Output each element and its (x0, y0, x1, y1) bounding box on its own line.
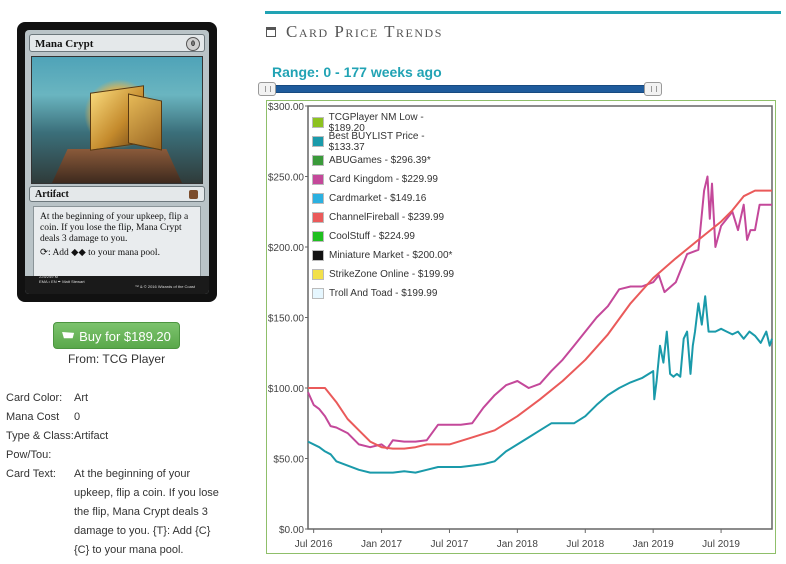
info-row: Mana Cost 0 (6, 408, 224, 427)
legend-item[interactable]: Cardmarket - $149.16 (312, 189, 458, 208)
card-copyright: ™ & © 2016 Wizards of the Coast (134, 284, 195, 289)
legend-swatch (312, 231, 324, 242)
range-slider-track[interactable] (258, 85, 662, 93)
set-symbol-icon (189, 190, 198, 199)
legend-swatch (312, 136, 324, 147)
card-rules-text: At the beginning of your upkeep, flip a … (40, 212, 189, 244)
legend-item[interactable]: ChannelFireball - $239.99 (312, 208, 458, 227)
y-tick-label: $150.00 (268, 314, 305, 325)
info-row: Card Text: At the beginning of your upke… (6, 465, 224, 560)
card-type-bar: Artifact (29, 186, 205, 202)
y-tick-label: $250.00 (268, 173, 305, 184)
legend-label: Troll And Toad - $199.99 (329, 288, 438, 299)
card-image[interactable]: Mana Crypt 0 Artifact At the beginning o… (17, 22, 217, 302)
x-tick-label: Jan 2017 (361, 539, 403, 550)
info-label: Mana Cost (6, 411, 60, 423)
legend-label: Cardmarket - $149.16 (329, 193, 427, 204)
info-value: Art (74, 392, 89, 404)
info-row: Type & Class: Artifact (6, 427, 224, 446)
legend-item[interactable]: Miniature Market - $200.00* (312, 246, 458, 265)
y-tick-label: $100.00 (268, 384, 305, 395)
legend-item[interactable]: StrikeZone Online - $199.99 (312, 265, 458, 284)
range-slider[interactable] (258, 82, 662, 96)
card-collector-number: 225/249 M (39, 274, 58, 279)
section-header: Card Price Trends (266, 22, 443, 42)
buy-button-label: Buy for $189.20 (79, 329, 171, 344)
x-tick-label: Jan 2019 (633, 539, 675, 550)
legend-label: Best BUYLIST Price - $133.37 (328, 130, 425, 153)
legend-label: Miniature Market - $200.00* (329, 250, 453, 261)
info-label: Type & Class: (6, 430, 74, 442)
card-text-box: At the beginning of your upkeep, flip a … (33, 206, 201, 284)
legend-label: Card Kingdom - $229.99 (329, 174, 438, 185)
legend-item[interactable]: TCGPlayer NM Low - $189.20 (312, 111, 458, 134)
legend-swatch (312, 117, 324, 128)
info-value (74, 446, 224, 465)
legend-swatch (312, 212, 324, 223)
card-mana-ability: ⟳: Add ◆◆ to your mana pool. (40, 248, 160, 258)
info-label: Pow/Tou: (6, 449, 52, 461)
legend-item[interactable]: Troll And Toad - $199.99 (312, 284, 458, 303)
legend-swatch (312, 193, 324, 204)
info-value: 0 (74, 411, 81, 423)
card-frame: Mana Crypt 0 Artifact At the beginning o… (25, 30, 209, 294)
legend-item[interactable]: Best BUYLIST Price - $133.37 (312, 130, 458, 153)
section-title: Card Price Trends (286, 22, 443, 41)
card-collector-info: 225/249 M EMA • EN ✒ Matt Stewart (39, 274, 85, 284)
card-art (31, 56, 203, 184)
card-name: Mana Crypt (35, 38, 94, 50)
legend-swatch (312, 269, 324, 280)
x-tick-label: Jan 2018 (497, 539, 539, 550)
y-tick-label: $0.00 (279, 525, 304, 536)
x-tick-label: Jul 2018 (566, 539, 604, 550)
calendar-icon (266, 27, 276, 37)
legend-label: ChannelFireball - $239.99 (329, 212, 445, 223)
info-label: Card Text: (6, 468, 56, 480)
chart-legend: TCGPlayer NM Low - $189.20 Best BUYLIST P… (312, 111, 458, 305)
legend-label: StrikeZone Online - $199.99 (329, 269, 455, 280)
card-info-table: Card Color: Art Mana Cost 0 Type & Class… (6, 389, 224, 560)
legend-label: ABUGames - $296.39* (329, 155, 431, 166)
info-row: Pow/Tou: (6, 446, 224, 465)
range-slider-handle-min[interactable] (258, 82, 276, 96)
shopping-cart-icon (62, 332, 75, 339)
buy-source: From: TCG Player (67, 352, 166, 366)
card-name-bar: Mana Crypt 0 (29, 34, 205, 52)
card-set-line: EMA • EN ✒ Matt Stewart (39, 279, 85, 284)
y-tick-label: $200.00 (268, 243, 305, 254)
legend-swatch (312, 288, 324, 299)
info-value: At the beginning of your upkeep, flip a … (74, 468, 219, 556)
card-type-line: Artifact (35, 189, 69, 200)
section-divider (265, 11, 781, 14)
mana-cost-icon: 0 (186, 37, 200, 51)
y-tick-label: $50.00 (273, 455, 304, 466)
legend-item[interactable]: CoolStuff - $224.99 (312, 227, 458, 246)
x-tick-label: Jul 2019 (702, 539, 740, 550)
buy-button[interactable]: Buy for $189.20 (53, 322, 180, 349)
info-value: Artifact (74, 430, 109, 442)
legend-swatch (312, 174, 324, 185)
series-line (307, 175, 772, 450)
series-line (307, 295, 773, 474)
card-bottom-strip (25, 276, 209, 294)
x-tick-label: Jul 2017 (431, 539, 469, 550)
legend-item[interactable]: Card Kingdom - $229.99 (312, 170, 458, 189)
info-row: Card Color: Art (6, 389, 224, 408)
series-line (308, 189, 772, 450)
y-tick-label: $300.00 (268, 102, 305, 113)
legend-swatch (312, 155, 324, 166)
x-tick-label: Jul 2016 (295, 539, 333, 550)
legend-label: TCGPlayer NM Low - $189.20 (328, 111, 424, 134)
range-label: Range: 0 - 177 weeks ago (272, 64, 442, 80)
art-pedestal (52, 149, 182, 183)
legend-swatch (312, 250, 324, 261)
range-slider-handle-max[interactable] (644, 82, 662, 96)
legend-item[interactable]: ABUGames - $296.39* (312, 151, 458, 170)
art-crypt-side (128, 93, 162, 151)
info-label: Card Color: (6, 392, 63, 404)
legend-label: CoolStuff - $224.99 (329, 231, 415, 242)
